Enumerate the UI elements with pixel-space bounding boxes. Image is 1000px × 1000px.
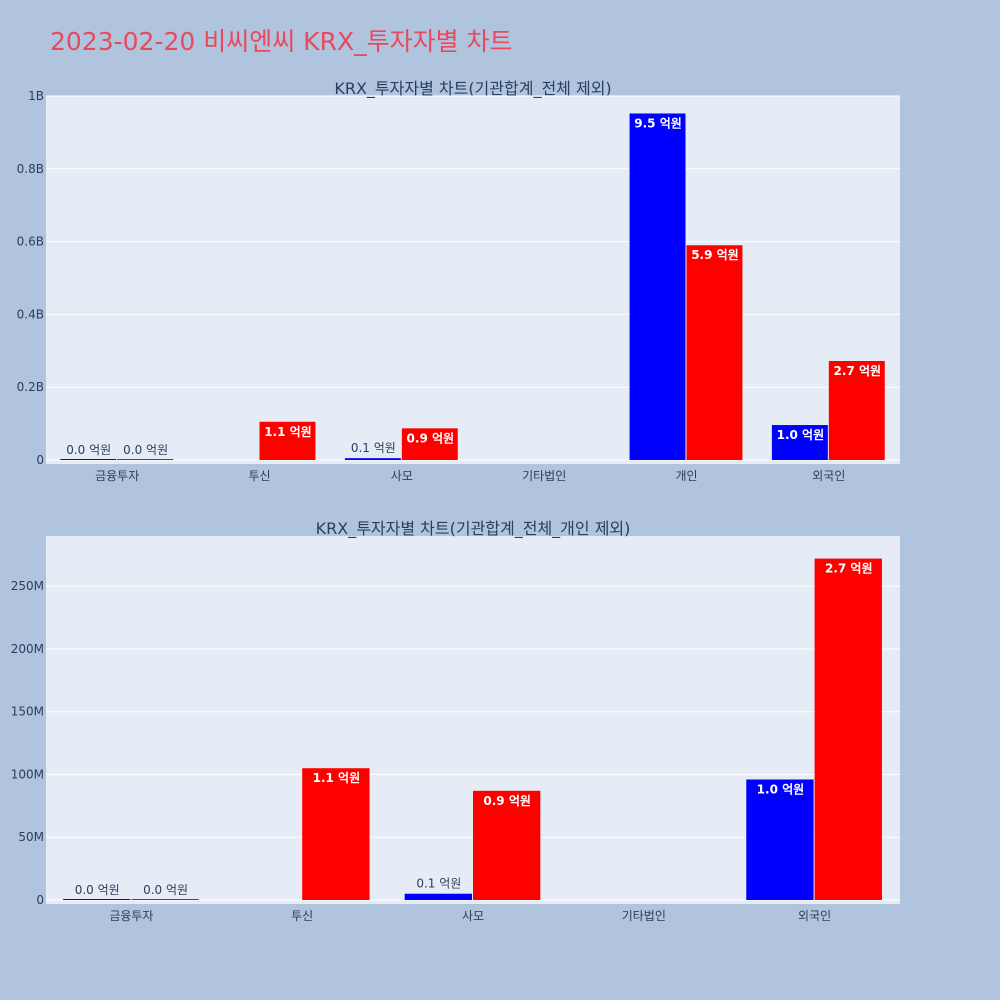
x-tick-label: 기타법인: [622, 909, 666, 923]
data-label: 0.0 억원: [143, 883, 188, 897]
bar: [629, 113, 686, 461]
data-label: 0.1 억원: [416, 877, 461, 891]
y-tick-label: 100M: [11, 767, 44, 781]
y-tick-label: 1B: [28, 89, 44, 103]
data-label: 2.7 억원: [834, 364, 882, 378]
bar: [344, 458, 401, 460]
bar: [401, 428, 458, 460]
y-tick-label: 0: [36, 453, 44, 467]
plot-area: [46, 96, 900, 464]
y-tick-label: 0.8B: [17, 162, 44, 176]
data-label: 1.0 억원: [777, 428, 825, 442]
x-tick-label: 금융투자: [95, 469, 139, 483]
data-label: 1.1 억원: [313, 771, 361, 785]
bar: [686, 245, 743, 460]
chart-investor-excl-total: KRX_투자자별 차트(기관합계_전체 제외) 0 0.2B 0.4B 0.6B 0.8B…: [17, 79, 900, 483]
x-tick-label: 투신: [291, 909, 313, 923]
y-tick-label: 250M: [11, 579, 44, 593]
chart-investor-excl-total-individual: KRX_투자자별 차트(기관합계_전체_개인 제외) 0 50M 100M 150M 20…: [11, 519, 900, 923]
y-tick-label: 50M: [18, 830, 44, 844]
y-tick-label: 200M: [11, 642, 44, 656]
bar: [302, 768, 370, 900]
data-label: 0.0 억원: [75, 883, 120, 897]
data-label: 0.0 억원: [66, 443, 111, 457]
y-tick-label: 0: [36, 893, 44, 907]
bar: [404, 893, 472, 900]
bar: [63, 899, 131, 900]
x-tick-label: 금융투자: [109, 909, 153, 923]
data-label: 1.0 억원: [757, 783, 805, 797]
y-tick-label: 0.2B: [17, 380, 44, 394]
page-title: 2023-02-20 비씨엔씨 KRX_투자자별 차트: [50, 27, 513, 56]
data-label: 0.9 억원: [483, 794, 531, 808]
y-tick-label: 0.4B: [17, 307, 44, 321]
bar: [473, 790, 541, 900]
data-label: 0.9 억원: [407, 431, 455, 445]
data-label: 2.7 억원: [825, 562, 873, 576]
bar: [117, 459, 174, 460]
bar: [60, 459, 117, 460]
data-label: 1.1 억원: [264, 425, 312, 439]
bar: [746, 779, 814, 900]
data-label: 9.5 억원: [634, 116, 682, 130]
chart-title: KRX_투자자별 차트(기관합계_전체_개인 제외): [316, 519, 631, 539]
data-label: 0.1 억원: [351, 441, 396, 455]
x-tick-label: 투신: [248, 469, 270, 483]
bar: [771, 425, 828, 460]
data-label: 0.0 억원: [123, 443, 168, 457]
chart-title: KRX_투자자별 차트(기관합계_전체 제외): [334, 79, 611, 99]
y-tick-label: 150M: [11, 705, 44, 719]
bar: [828, 360, 885, 460]
x-tick-label: 외국인: [812, 469, 845, 483]
bar: [814, 558, 882, 900]
bar: [131, 899, 199, 900]
data-label: 5.9 억원: [691, 248, 739, 262]
x-tick-label: 사모: [391, 469, 413, 483]
x-tick-label: 외국인: [798, 909, 831, 923]
x-tick-label: 개인: [675, 469, 697, 483]
x-tick-label: 사모: [462, 909, 484, 923]
bar: [259, 421, 316, 460]
x-tick-label: 기타법인: [522, 469, 566, 483]
y-tick-label: 0.6B: [17, 235, 44, 249]
